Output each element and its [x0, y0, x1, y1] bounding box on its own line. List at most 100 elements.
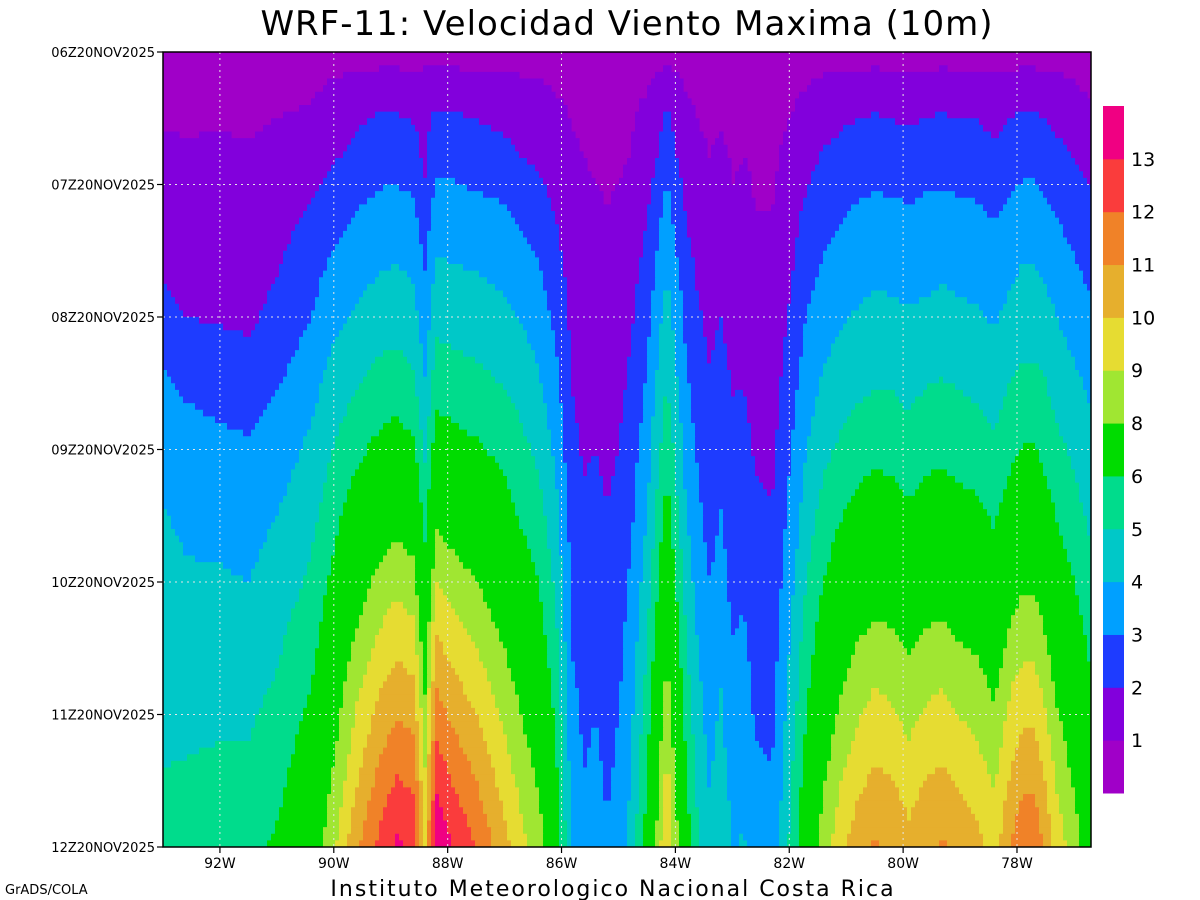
heatmap-cell: [675, 449, 684, 457]
heatmap-cell: [415, 833, 420, 841]
heatmap-cell: [491, 833, 508, 841]
heatmap-cell: [1083, 628, 1091, 636]
heatmap-cell: [271, 283, 320, 292]
heatmap-cell: [287, 370, 324, 378]
heatmap-cell: [699, 489, 768, 497]
heatmap-cell: [891, 774, 928, 782]
heatmap-cell: [531, 555, 552, 563]
heatmap-cell: [1067, 741, 1091, 749]
heatmap-cell: [567, 641, 572, 649]
heatmap-cell: [691, 707, 704, 716]
heatmap-cell: [879, 688, 940, 696]
heatmap-cell: [783, 582, 796, 590]
heatmap-cell: [459, 423, 524, 431]
heatmap-cell: [571, 350, 632, 358]
heatmap-cell: [431, 317, 520, 325]
heatmap-cell: [331, 767, 348, 775]
heatmap-cell: [523, 230, 560, 239]
heatmap-cell: [263, 124, 360, 133]
heatmap-cell: [1003, 820, 1016, 828]
heatmap-cell: [659, 323, 672, 331]
heatmap-cell: [311, 548, 336, 557]
heatmap-cell: [983, 840, 1000, 847]
heatmap-cell: [655, 389, 680, 398]
heatmap-cell: [163, 813, 280, 822]
heatmap-cell: [879, 840, 940, 847]
heatmap-cell: [431, 641, 436, 649]
heatmap-cell: [551, 701, 560, 709]
heatmap-cell: [907, 648, 912, 656]
heatmap-cell: [663, 65, 672, 73]
heatmap-cell: [419, 336, 428, 345]
heatmap-cell: [551, 548, 560, 557]
heatmap-cell: [163, 575, 244, 583]
heatmap-cell: [567, 502, 636, 510]
heatmap-cell: [639, 621, 648, 629]
heatmap-cell: [819, 383, 928, 391]
heatmap-cell: [511, 840, 528, 847]
heatmap-cell: [671, 118, 700, 126]
heatmap-cell: [423, 833, 428, 841]
heatmap-cell: [391, 416, 400, 424]
heatmap-cell: [619, 688, 636, 696]
heatmap-cell: [671, 827, 680, 835]
heatmap-cell: [163, 760, 172, 769]
heatmap-cell: [1059, 794, 1076, 802]
heatmap-cell: [687, 641, 700, 649]
heatmap-cell: [619, 721, 632, 729]
heatmap-cell: [751, 449, 776, 457]
heatmap-cell: [491, 760, 512, 769]
heatmap-cell: [527, 436, 552, 444]
heatmap-cell: [851, 495, 980, 504]
heatmap-cell: [735, 628, 748, 636]
heatmap-cell: [627, 582, 640, 590]
heatmap-cell: [707, 767, 712, 775]
heatmap-cell: [775, 171, 812, 179]
heatmap-cell: [1039, 813, 1052, 822]
heatmap-cell: [435, 336, 440, 345]
heatmap-cell: [643, 548, 652, 557]
heatmap-cell: [1079, 827, 1091, 835]
heatmap-cell: [419, 396, 432, 404]
heatmap-cell: [511, 138, 580, 146]
heatmap-cell: [263, 303, 316, 311]
heatmap-cell: [675, 588, 684, 596]
heatmap-cell: [639, 754, 648, 762]
heatmap-cell: [791, 111, 872, 119]
heatmap-cell: [699, 469, 756, 477]
heatmap-cell: [635, 674, 644, 682]
heatmap-cell: [687, 350, 708, 358]
heatmap-cell: [1047, 707, 1060, 716]
heatmap-cell: [639, 635, 648, 643]
heatmap-cell: [919, 714, 960, 722]
heatmap-cell: [423, 509, 428, 517]
heatmap-cell: [695, 628, 732, 636]
heatmap-cell: [675, 224, 688, 232]
heatmap-cell: [1007, 635, 1048, 643]
heatmap-cell: [783, 741, 796, 749]
heatmap-cell: [563, 423, 580, 431]
heatmap-cell: [779, 641, 792, 649]
heatmap-cell: [491, 827, 508, 835]
heatmap-cell: [387, 800, 416, 808]
heatmap-cell: [1071, 774, 1091, 782]
heatmap-cell: [431, 774, 436, 782]
heatmap-cell: [663, 204, 672, 212]
heatmap-cell: [163, 257, 284, 265]
heatmap-cell: [371, 727, 392, 735]
heatmap-cell: [999, 211, 1056, 219]
heatmap-cell: [587, 747, 600, 755]
heatmap-cell: [671, 197, 684, 205]
heatmap-cell: [819, 489, 856, 497]
heatmap-cell: [415, 628, 420, 636]
heatmap-cell: [663, 416, 672, 424]
heatmap-cell: [631, 350, 648, 358]
heatmap-cell: [831, 833, 848, 841]
heatmap-cell: [435, 277, 488, 285]
heatmap-cell: [555, 615, 564, 623]
heatmap-cell: [339, 820, 352, 828]
heatmap-cell: [647, 780, 660, 788]
heatmap-cell: [895, 780, 924, 788]
heatmap-cell: [679, 522, 688, 530]
heatmap-cell: [1011, 615, 1044, 623]
